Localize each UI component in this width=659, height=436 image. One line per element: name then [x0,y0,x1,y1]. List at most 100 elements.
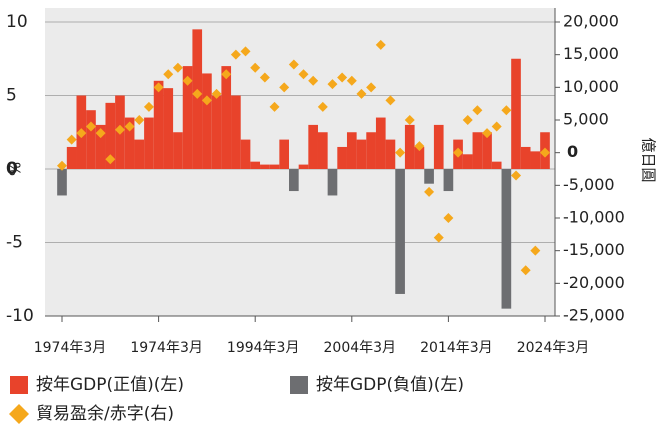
diamond-marker [472,105,483,116]
bar [337,146,347,169]
bar [221,66,232,169]
bar [433,124,444,169]
bar [482,132,492,169]
diamond-marker [259,72,270,83]
diamond-marker [85,121,96,132]
legend-swatch [10,376,28,394]
y2-tick-label: 5,000 [563,110,609,129]
diamond-marker [433,232,444,243]
diamond-marker [327,79,338,90]
bar [385,139,396,169]
diamond-marker [511,170,522,181]
y2-tick-label: 0 [567,142,578,161]
bar [289,169,299,192]
diamond-marker [404,115,415,125]
diamond-marker [366,82,377,93]
diamond-marker [356,88,367,99]
diamond-marker [153,82,164,93]
bar [202,73,212,169]
bar [134,139,145,169]
x-tick-label: 2014年3月 [420,340,493,356]
diamond-marker [491,121,502,132]
diamond-marker [230,49,241,60]
diamond-marker [346,75,357,86]
diamond-marker [453,147,464,158]
diamond-marker [95,128,106,139]
diamond-marker [317,101,328,112]
bar [375,117,386,169]
legend-swatch [290,376,308,394]
bar [472,132,483,169]
bar [356,139,367,169]
diamond-marker [182,75,193,86]
diamond-marker [462,115,473,125]
y-axis-label: % [7,162,25,176]
bar [163,88,174,169]
bar [501,169,512,309]
diamond-marker [482,128,493,139]
bar [260,164,270,169]
diamond-marker [114,124,125,135]
bar [530,151,541,169]
bar [308,124,318,169]
bar [298,164,309,169]
y2-tick-label: -25,000 [563,306,625,325]
x-tick-label: 1974年3月 [34,340,107,356]
diamond-marker [66,134,77,145]
diamond-marker [192,88,203,99]
y-tick-label: -10 [6,306,34,326]
bar [144,117,154,169]
bar [57,169,67,196]
legend-label: 按年GDP(負值)(左) [316,375,464,395]
diamond-marker [221,69,232,80]
diamond-marker [269,101,280,112]
y-tick-label: 10 [6,12,28,32]
y2-tick-label: 15,000 [563,44,619,63]
diamond-marker [501,105,512,116]
diamond-marker [414,141,425,152]
y2-tick-label: -10,000 [563,208,625,227]
bar [192,29,203,169]
diamond-marker [385,95,396,106]
diamond-marker [76,128,87,139]
y-tick-label: 0 [6,159,18,179]
x-tick-label: 2024年3月 [517,340,590,356]
legend-label: 貿易盈余/赤字(右) [36,404,174,424]
diamond-marker [201,95,212,106]
bar [86,110,96,169]
bar [520,146,531,169]
bar [414,146,425,169]
bar [491,161,502,169]
bar [240,139,251,169]
diamond-marker [143,101,154,112]
y2-axis-label: 億日圓 [640,137,658,182]
y-tick-label: -5 [6,233,23,253]
diamond-marker [279,82,290,93]
bar [317,132,328,169]
diamond-marker [105,154,116,165]
x-tick-label: 1974年3月 [130,340,203,356]
legend-label: 按年GDP(正值)(左) [36,375,184,395]
diamond-marker [540,147,550,158]
x-tick-label: 2004年3月 [324,340,397,356]
bar [269,164,280,169]
bar [231,95,241,169]
bar [250,161,261,169]
bar [66,146,77,169]
y2-tick-label: -5,000 [563,175,615,194]
diamond-marker [57,160,67,171]
x-tick-label: 1994年3月 [227,340,300,356]
bar [279,139,290,169]
diamond-marker [308,75,319,86]
diamond-marker [172,62,183,73]
diamond-marker [134,115,145,125]
diamond-marker [520,265,531,276]
bar [105,102,116,169]
bar [211,95,222,169]
bar [511,58,521,169]
diamond-marker [250,62,261,73]
legend-swatch [9,404,29,424]
diamond-marker [530,245,541,256]
diamond-marker [124,121,135,132]
